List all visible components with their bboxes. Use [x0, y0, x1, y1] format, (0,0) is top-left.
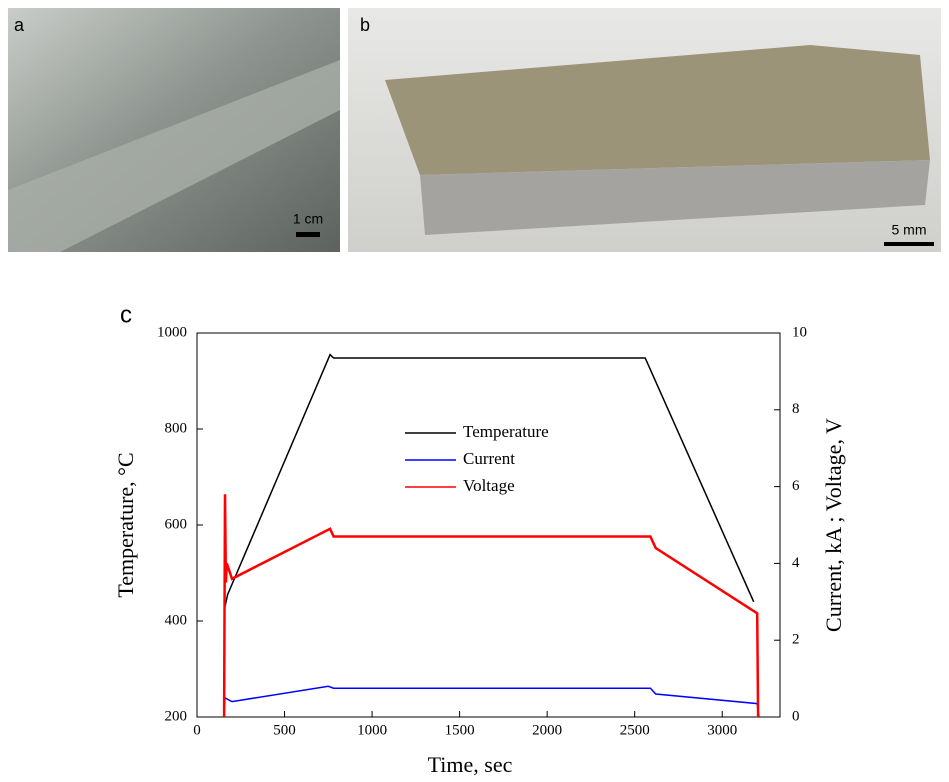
scale-bar: [884, 242, 934, 246]
legend-label: Temperature: [463, 422, 549, 441]
legend-label: Current: [463, 449, 515, 468]
y2-tick-label: 6: [792, 478, 800, 494]
scale-bar: [296, 232, 320, 237]
legend-label: Voltage: [463, 476, 515, 495]
scale-label: 1 cm: [293, 211, 323, 227]
y2-axis-title: Current, kA ; Voltage, V: [821, 418, 846, 632]
figure: a 1 cm b 5 mm c Time, sec Temperature, °…: [0, 0, 949, 782]
x-tick-label: 2000: [532, 722, 562, 738]
page: a 1 cm b 5 mm c Time, sec Temperature, °…: [0, 0, 949, 782]
y2-tick-label: 0: [792, 708, 800, 724]
plot-frame: [197, 333, 780, 717]
y-tick-label: 200: [165, 708, 188, 724]
y-tick-label: 1000: [157, 324, 187, 340]
y2-tick-label: 4: [792, 555, 800, 571]
x-tick-label: 1000: [357, 722, 387, 738]
x-tick-label: 2500: [620, 722, 650, 738]
x-tick-label: 3000: [707, 722, 737, 738]
panel-label: b: [360, 15, 370, 35]
y2-tick-label: 2: [792, 632, 800, 648]
scale-label: 5 mm: [892, 222, 927, 238]
x-tick-label: 1500: [445, 722, 475, 738]
y-tick-label: 600: [165, 516, 188, 532]
y2-tick-label: 8: [792, 401, 800, 417]
x-tick-label: 0: [193, 722, 201, 738]
panel-label: a: [14, 15, 25, 35]
series-line: [224, 494, 758, 717]
panel-label: c: [120, 301, 132, 328]
y-axis-title: Temperature, °C: [113, 452, 138, 597]
y2-tick-label: 10: [792, 324, 807, 340]
y-tick-label: 800: [165, 420, 188, 436]
y-tick-label: 400: [165, 612, 188, 628]
x-axis-title: Time, sec: [428, 752, 513, 777]
x-tick-label: 500: [273, 722, 296, 738]
series-line: [224, 686, 759, 717]
